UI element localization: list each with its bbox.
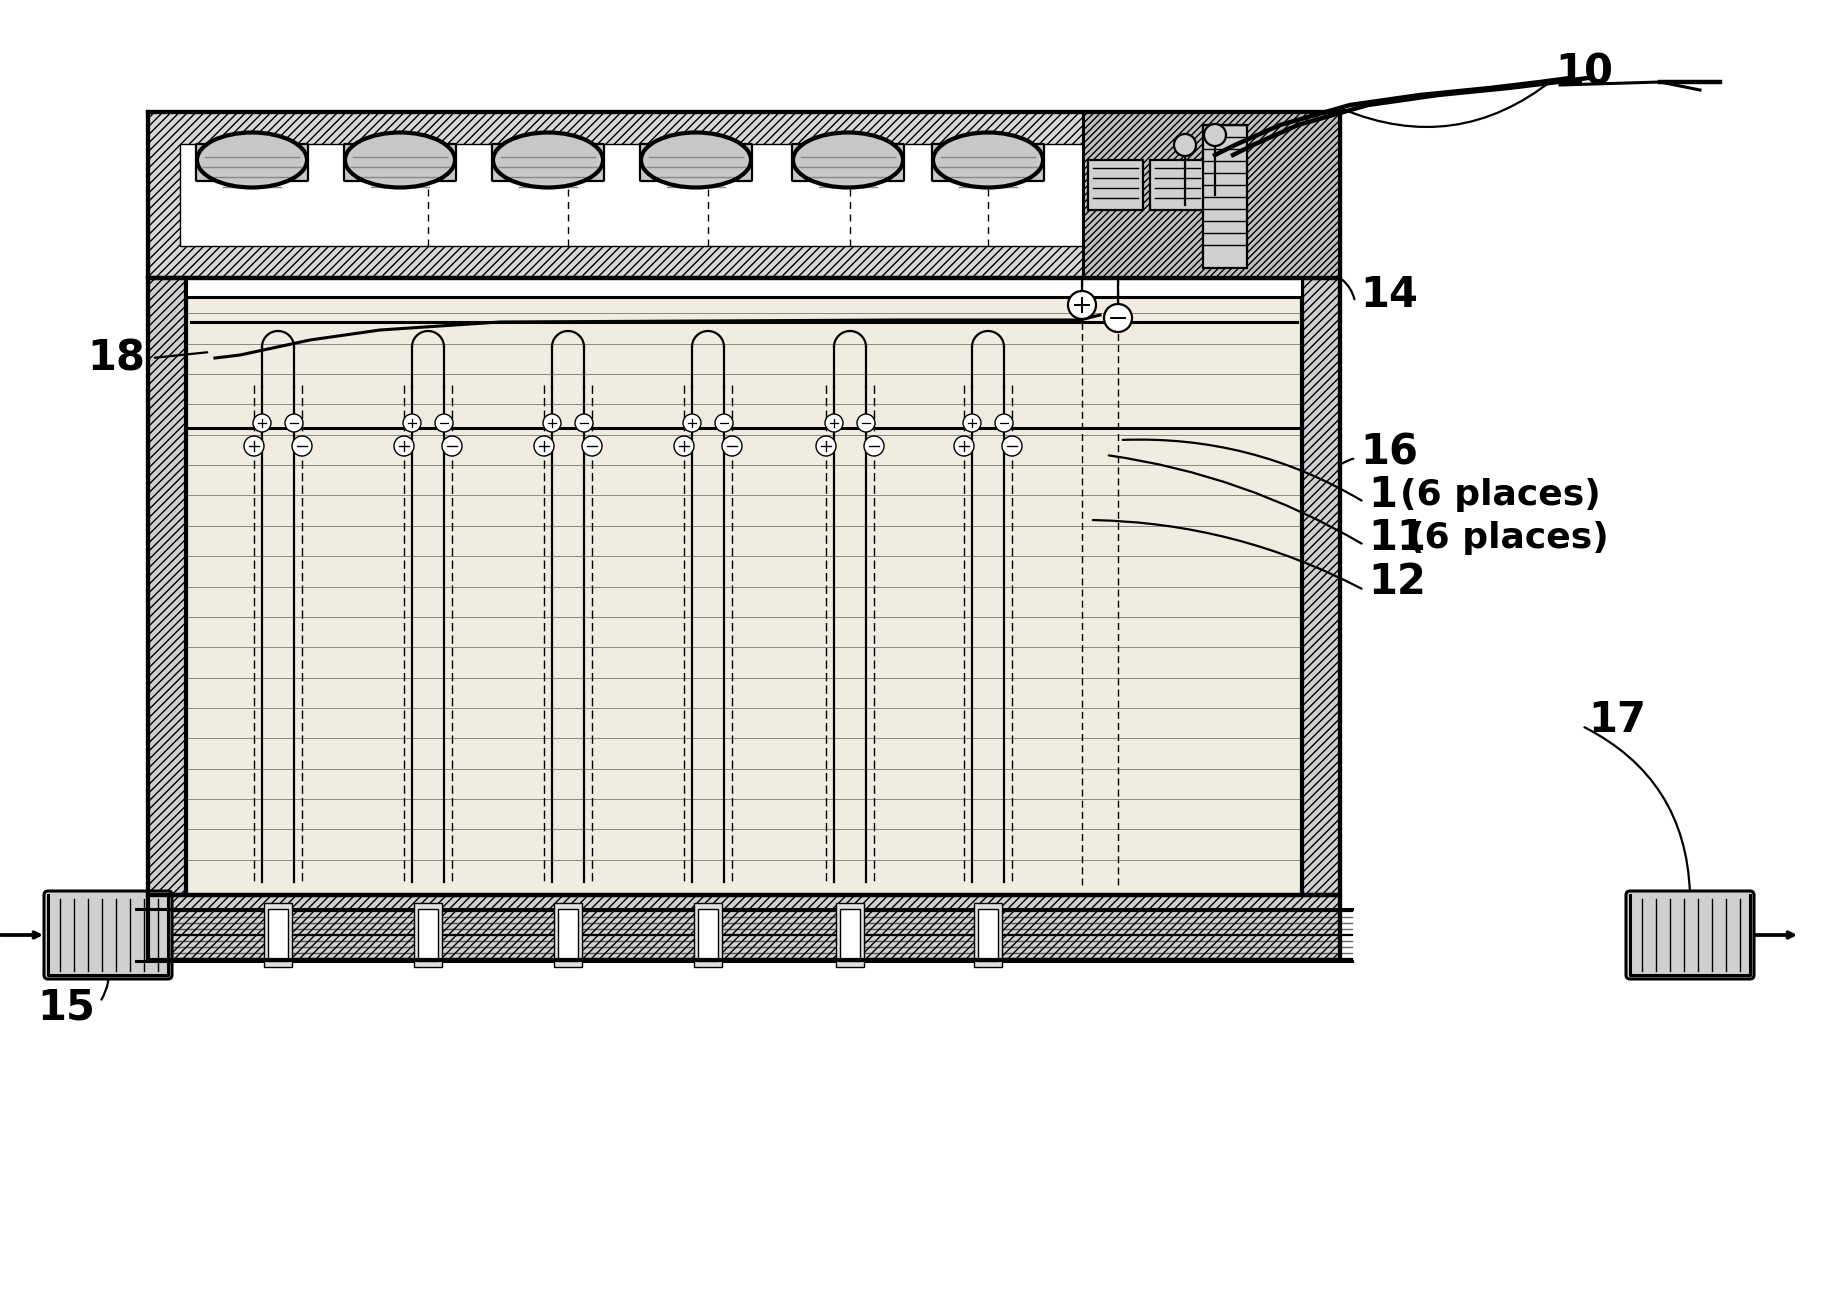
Bar — [1202, 125, 1246, 268]
Bar — [267, 909, 287, 962]
Circle shape — [441, 437, 461, 456]
Text: 16: 16 — [1360, 431, 1416, 473]
Bar — [1301, 278, 1340, 895]
Circle shape — [721, 437, 741, 456]
Bar — [554, 903, 582, 967]
Bar — [558, 909, 578, 962]
Bar — [148, 895, 1340, 960]
Circle shape — [963, 414, 981, 433]
Circle shape — [436, 414, 452, 433]
Circle shape — [714, 414, 732, 433]
Text: 18: 18 — [88, 337, 145, 379]
Bar — [1087, 160, 1142, 210]
Ellipse shape — [640, 133, 750, 188]
Circle shape — [856, 414, 875, 433]
Text: (6 places): (6 places) — [1407, 521, 1609, 555]
Circle shape — [582, 437, 602, 456]
Bar — [187, 278, 1301, 297]
FancyBboxPatch shape — [344, 145, 456, 181]
Bar — [694, 903, 721, 967]
Text: 11: 11 — [1367, 517, 1426, 559]
Circle shape — [291, 437, 311, 456]
Circle shape — [253, 414, 271, 433]
Circle shape — [1001, 437, 1021, 456]
Text: 12: 12 — [1367, 562, 1426, 603]
Bar — [414, 903, 441, 967]
Bar — [179, 145, 1307, 246]
Circle shape — [403, 414, 421, 433]
Circle shape — [994, 414, 1012, 433]
Bar — [836, 903, 864, 967]
Bar — [697, 909, 717, 962]
Bar — [840, 909, 860, 962]
Text: 14: 14 — [1360, 274, 1416, 317]
Bar — [148, 278, 187, 895]
Text: (6 places): (6 places) — [1400, 478, 1599, 512]
Circle shape — [1204, 124, 1226, 146]
Circle shape — [575, 414, 593, 433]
Circle shape — [285, 414, 302, 433]
Ellipse shape — [492, 133, 602, 188]
Text: 1: 1 — [1367, 474, 1396, 516]
Ellipse shape — [198, 133, 307, 188]
FancyBboxPatch shape — [492, 145, 604, 181]
Bar — [264, 903, 291, 967]
Circle shape — [816, 437, 836, 456]
FancyBboxPatch shape — [196, 145, 307, 181]
Text: 10: 10 — [1554, 51, 1612, 93]
Bar — [417, 909, 437, 962]
Bar — [148, 112, 1340, 278]
Ellipse shape — [344, 133, 454, 188]
Circle shape — [864, 437, 884, 456]
FancyBboxPatch shape — [1625, 891, 1753, 979]
Circle shape — [1103, 304, 1131, 332]
Bar — [187, 278, 1301, 895]
Bar — [1149, 160, 1204, 210]
Circle shape — [825, 414, 842, 433]
Circle shape — [683, 414, 701, 433]
Bar — [977, 909, 997, 962]
Circle shape — [1067, 291, 1096, 319]
Circle shape — [544, 414, 560, 433]
Circle shape — [953, 437, 974, 456]
Ellipse shape — [933, 133, 1043, 188]
FancyBboxPatch shape — [792, 145, 904, 181]
Circle shape — [534, 437, 554, 456]
FancyBboxPatch shape — [44, 891, 172, 979]
Text: 15: 15 — [37, 986, 95, 1029]
Bar — [974, 903, 1001, 967]
Text: 17: 17 — [1587, 698, 1645, 741]
Bar — [1082, 112, 1340, 278]
Ellipse shape — [792, 133, 902, 188]
FancyBboxPatch shape — [931, 145, 1043, 181]
Circle shape — [673, 437, 694, 456]
Circle shape — [1173, 134, 1195, 156]
Circle shape — [393, 437, 414, 456]
Circle shape — [243, 437, 264, 456]
FancyBboxPatch shape — [640, 145, 752, 181]
